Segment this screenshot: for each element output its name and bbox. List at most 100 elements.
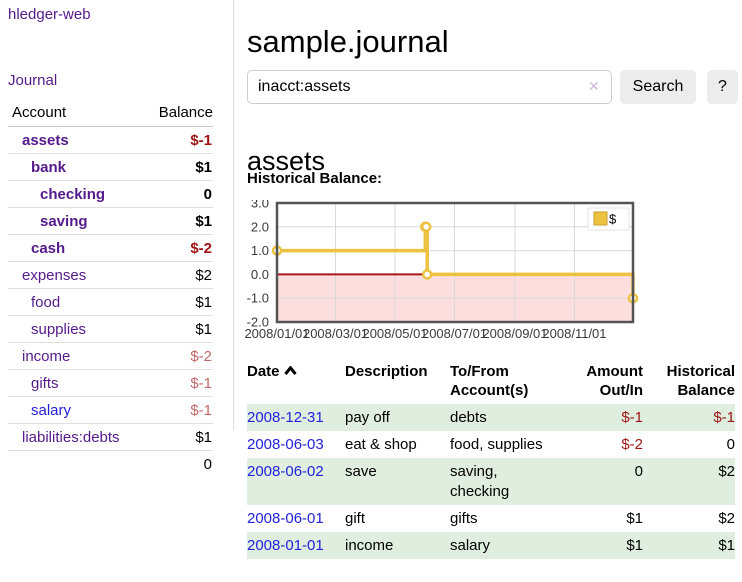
transaction-date-link[interactable]: 2008-06-02 [247,463,324,480]
account-row: expenses $2 [8,261,213,289]
svg-text:2008/07/01: 2008/07/01 [422,326,487,341]
account-balance: $1 [143,288,213,316]
account-link[interactable]: assets [22,131,69,149]
transaction-description: income [345,537,394,554]
accounts-total-row: 0 [8,450,213,477]
transaction-description: gift [345,510,366,527]
sidebar: hledger-web Journal Account Balance asse… [0,0,234,477]
transaction-balance: $2 [718,510,735,527]
transaction-description: save [345,463,377,480]
transaction-accounts: saving, checking [450,463,510,500]
accounts-table-body: assets $-1 bank $1 checking 0 saving $1 cash $-2 e… [8,126,213,477]
register-header-date-label: Date [247,363,280,380]
svg-text:2008/01/01: 2008/01/01 [244,326,309,341]
transaction-amount: $1 [626,510,643,527]
transaction-accounts: salary [450,537,491,554]
account-link[interactable]: income [22,347,71,365]
account-row: assets $-1 [8,126,213,154]
account-row: gifts $-1 [8,369,213,397]
svg-text:2008/03/01: 2008/03/01 [303,326,368,341]
register-header-date[interactable]: Date [247,362,345,404]
transaction-date-link[interactable]: 2008-12-31 [247,409,324,426]
account-balance: $1 [143,153,213,181]
account-balance: $1 [143,423,213,451]
sidebar-item-journal[interactable]: Journal [8,72,58,89]
transaction-row: 2008-06-01 gift gifts $1 $2 [247,505,735,532]
account-link[interactable]: gifts [31,374,59,392]
account-link[interactable]: saving [40,212,88,230]
clear-search-icon[interactable]: ✕ [588,78,600,94]
accounts-total-value: 0 [143,450,213,477]
account-balance: $1 [143,207,213,235]
transaction-balance: $-1 [713,409,735,426]
transaction-date-link[interactable]: 2008-06-01 [247,510,324,527]
svg-text:3.0: 3.0 [251,200,269,211]
account-row: food $1 [8,288,213,316]
account-row: bank $1 [8,153,213,181]
transaction-row: 2008-06-02 save saving, checking 0 $2 [247,458,735,505]
svg-text:2008/05/01: 2008/05/01 [362,326,427,341]
transaction-date-link[interactable]: 2008-01-01 [247,537,324,554]
transaction-accounts: gifts [450,510,478,527]
historical-balance-chart[interactable]: 3.0 2.0 1.0 0.0 -1.0 -2.02008/01/012008/03/01… [212,200,742,345]
transaction-description: pay off [345,409,390,426]
account-link[interactable]: cash [31,239,66,257]
search-button[interactable]: Search [620,70,696,104]
svg-text:0.0: 0.0 [251,267,269,282]
account-balance: $-1 [143,396,213,424]
register-table: Date Description To/From Account(s) Amou… [247,362,735,559]
account-balance: $-1 [143,126,213,154]
transaction-row: 2008-06-03 eat & shop food, supplies $-2 0 [247,431,735,458]
svg-text:2.0: 2.0 [251,219,269,234]
register-table-body: 2008-12-31 pay off debts $-1 $-1 2008-06-03 ea… [247,404,735,559]
account-balance: 0 [143,180,213,208]
account-link[interactable]: liabilities:debts [22,428,120,446]
transaction-amount: $-1 [621,409,643,426]
account-row: supplies $1 [8,315,213,343]
transaction-row: 2008-12-31 pay off debts $-1 $-1 [247,404,735,431]
transaction-date-link[interactable]: 2008-06-03 [247,436,324,453]
account-link[interactable]: bank [31,158,67,176]
transaction-amount: $1 [626,537,643,554]
account-balance: $2 [143,261,213,289]
transaction-description: eat & shop [345,436,417,453]
account-row: liabilities:debts $1 [8,423,213,451]
transaction-amount: $-2 [621,436,643,453]
search-input[interactable] [247,70,612,104]
sort-ascending-icon [283,362,297,381]
svg-text:2008/11/01: 2008/11/01 [542,326,606,341]
account-link[interactable]: expenses [22,266,87,284]
account-link[interactable]: checking [40,185,106,203]
account-balance: $1 [143,315,213,343]
register-header-amount: Amount Out/In [586,363,643,399]
transaction-accounts: food, supplies [450,436,543,453]
account-balance: $-2 [143,234,213,262]
register-header-accounts: To/From Account(s) [450,363,529,399]
transaction-accounts: debts [450,409,487,426]
account-link[interactable]: food [31,293,61,311]
svg-text:-2.0: -2.0 [247,315,269,330]
account-row: salary $-1 [8,396,213,424]
account-balance: $-2 [143,342,213,370]
account-row: income $-2 [8,342,213,370]
account-row: saving $1 [8,207,213,235]
account-row: cash $-2 [8,234,213,262]
account-heading: assets [247,146,326,177]
accounts-header-balance: Balance [143,104,213,127]
svg-text:1.0: 1.0 [251,243,269,258]
help-button[interactable]: ? [707,70,738,104]
account-link[interactable]: salary [31,401,72,419]
register-header-description: Description [345,363,428,380]
transaction-balance: 0 [726,436,735,453]
svg-text:-1.0: -1.0 [247,291,269,306]
transaction-balance: $2 [718,463,735,480]
accounts-table: Account Balance assets $-1 bank $1 checking 0… [8,104,213,477]
chart-title: Historical Balance: [247,170,383,187]
accounts-header-account: Account [8,104,144,127]
account-link[interactable]: supplies [31,320,87,338]
account-balance: $-1 [143,369,213,397]
page-title: sample.journal [247,23,449,59]
register-header-balance: Historical Balance [666,363,735,399]
svg-text:$: $ [609,212,617,227]
app-brand-link[interactable]: hledger-web [8,6,91,23]
